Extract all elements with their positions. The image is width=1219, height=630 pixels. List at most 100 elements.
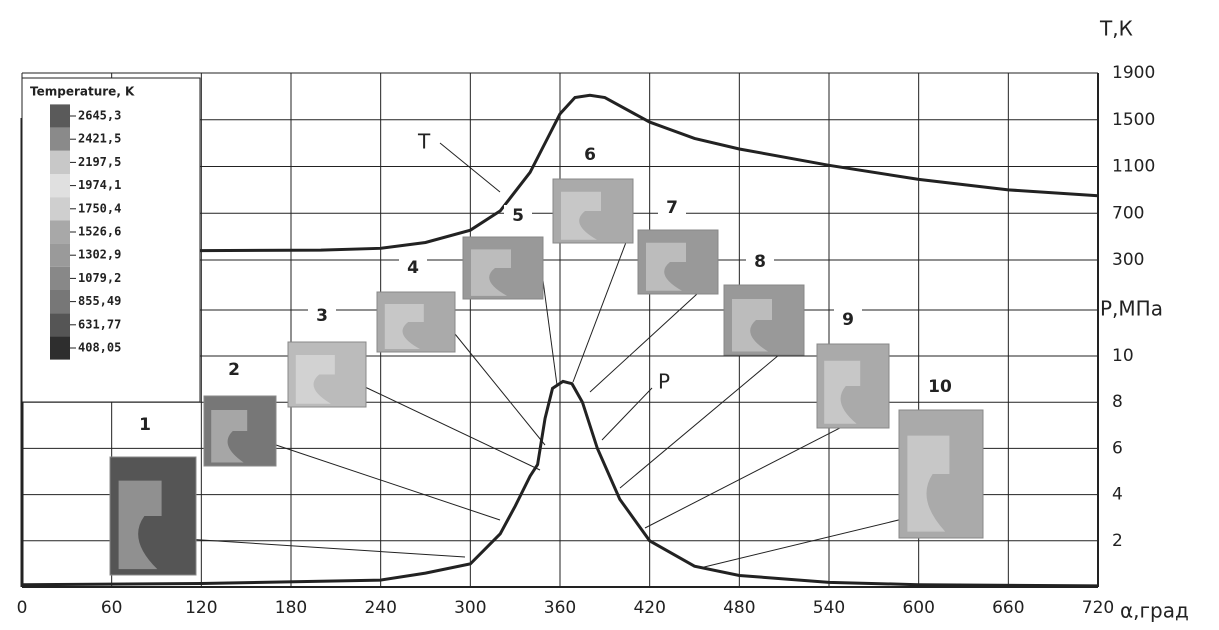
y-tick-label: 6: [1112, 438, 1123, 458]
label-bg: [576, 144, 604, 166]
label-bg: [926, 376, 954, 398]
colorbar-label: 408,05: [78, 341, 121, 355]
y2-axis-label: Т,К: [1099, 17, 1133, 41]
label-bg: [834, 309, 862, 331]
colorbar-swatch: [50, 220, 70, 244]
colorbar-swatch: [50, 150, 70, 174]
y2-tick-label: 700: [1112, 203, 1144, 223]
snapshot-shape: [118, 480, 162, 570]
snapshot: [462, 236, 544, 300]
y-tick-label: 4: [1112, 485, 1123, 505]
snapshot-shape: [732, 299, 772, 352]
y2-tick-label: 300: [1112, 250, 1144, 270]
x-tick-label: 120: [185, 598, 217, 618]
colorbar-label: 1974,1: [78, 178, 121, 192]
x-tick-label: 180: [275, 598, 307, 618]
colorbar-swatch: [50, 127, 70, 151]
snapshot-number: 3: [316, 306, 328, 326]
snapshot-number: 4: [407, 258, 419, 278]
snapshot: [376, 291, 456, 353]
snapshot: [898, 409, 984, 539]
leader: [542, 280, 558, 386]
label-bg: [658, 197, 686, 219]
colorbar-swatch: [50, 104, 70, 128]
snapshot: [203, 395, 277, 467]
snapshot-shape: [907, 435, 950, 532]
x-tick-label: 0: [17, 598, 28, 618]
y2-tick-label: 1900: [1112, 63, 1155, 83]
colorbar-swatch: [50, 266, 70, 290]
line-series: [22, 93, 1099, 253]
colorbar-swatch: [50, 290, 70, 314]
x-tick-label: 480: [723, 598, 755, 618]
x-tick-label: 420: [633, 598, 665, 618]
curve-label: T: [417, 130, 431, 154]
colorbar-label: 2645,3: [78, 109, 121, 123]
colorbar-label: 1302,9: [78, 248, 121, 262]
colorbar-label: 1079,2: [78, 271, 121, 285]
leader: [195, 539, 466, 558]
y-axis-label: Р,МПа: [1100, 297, 1163, 321]
snapshot: [637, 229, 719, 295]
x-tick-label: 300: [454, 598, 486, 618]
snapshot-number: 8: [754, 252, 766, 272]
x-tick-label: 540: [813, 598, 845, 618]
x-tick-label: 60: [101, 598, 123, 618]
curve-label: P: [658, 370, 670, 394]
y-tick-label: 2: [1112, 531, 1123, 551]
label-bg: [131, 414, 159, 436]
snapshot-number: 6: [584, 145, 596, 165]
leader: [601, 387, 653, 441]
label-bg: [746, 251, 774, 273]
snapshot-number: 10: [928, 377, 952, 397]
colorbar-swatch: [50, 313, 70, 337]
leader: [275, 444, 501, 521]
snapshot-number: 7: [666, 198, 678, 218]
snapshot-number: 1: [139, 415, 151, 435]
x-tick-label: 240: [364, 598, 396, 618]
snapshot-shape: [561, 191, 601, 240]
x-axis-label: α,град: [1120, 599, 1189, 623]
leader: [572, 223, 634, 383]
snapshot: [816, 343, 890, 429]
y2-tick-label: 1500: [1112, 110, 1155, 130]
colorbar-title: Temperature, K: [30, 85, 135, 99]
snapshot-number: 5: [512, 206, 524, 226]
colorbar-label: 1750,4: [78, 201, 121, 215]
colorbar-label: 2421,5: [78, 132, 121, 146]
label-bg: [399, 257, 427, 279]
x-tick-label: 720: [1082, 598, 1114, 618]
x-tick-label: 660: [992, 598, 1024, 618]
snapshot-number: 2: [228, 360, 240, 380]
leader: [365, 387, 541, 471]
snapshot-shape: [471, 249, 511, 296]
snapshot-shape: [211, 410, 248, 463]
x-tick-label: 600: [902, 598, 934, 618]
colorbar-label: 2197,5: [78, 155, 121, 169]
y-tick-label: 10: [1112, 346, 1134, 366]
snapshot: [552, 178, 634, 244]
y2-tick-label: 1100: [1112, 157, 1155, 177]
label-bg: [308, 305, 336, 327]
colorbar-label: 855,49: [78, 294, 121, 308]
snapshot-number: 9: [842, 310, 854, 330]
x-tick-label: 360: [544, 598, 576, 618]
colorbar-swatch: [50, 243, 70, 267]
y-tick-label: 8: [1112, 392, 1123, 412]
snapshot: [287, 341, 367, 408]
snapshot-shape: [384, 304, 424, 349]
snapshot-shape: [824, 360, 861, 424]
snapshot: [109, 456, 197, 576]
colorbar-label: 1526,6: [78, 225, 121, 239]
snapshot-shape: [295, 355, 335, 404]
leader: [619, 333, 805, 489]
leader: [439, 142, 501, 193]
colorbar-label: 631,77: [78, 317, 121, 331]
snapshot-shape: [646, 242, 686, 291]
snapshot: [723, 284, 805, 356]
label-bg: [504, 205, 532, 227]
line-series: [21, 379, 1099, 588]
colorbar-swatch: [50, 197, 70, 221]
colorbar-swatch: [50, 336, 70, 360]
